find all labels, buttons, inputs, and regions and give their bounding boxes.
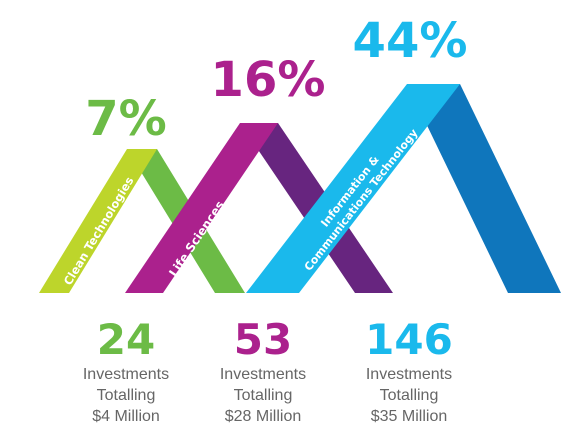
life-sciences-percent: 16%: [211, 52, 326, 108]
clean-technologies-line1: Investments: [83, 366, 169, 383]
clean-technologies-label: Clean Technologies: [61, 174, 137, 288]
mountain-ict-right-band: [407, 84, 561, 293]
ict-count: 146: [365, 315, 453, 364]
ict-total: $35 Million: [371, 408, 447, 425]
mountain-life-left-band: [125, 123, 278, 293]
clean-technologies-count: 24: [97, 315, 155, 364]
life-sciences-stats: 53 Investments Totalling $28 Million: [220, 315, 306, 425]
ict-percent: 44%: [353, 13, 468, 69]
life-sciences-line1: Investments: [220, 366, 306, 383]
clean-technologies-stats: 24 Investments Totalling $4 Million: [83, 315, 169, 425]
mountain-ict-left-band: [246, 84, 460, 293]
clean-technologies-percent: 7%: [85, 91, 167, 147]
clean-technologies-line2: Totalling: [97, 387, 156, 404]
clean-technologies-total: $4 Million: [92, 408, 160, 425]
ict-line2: Totalling: [380, 387, 439, 404]
life-sciences-count: 53: [234, 315, 292, 364]
ict-line1: Investments: [366, 366, 452, 383]
life-sciences-total: $28 Million: [225, 408, 301, 425]
mountain-clean-left-band: [39, 149, 157, 293]
life-sciences-line2: Totalling: [234, 387, 293, 404]
ict-stats: 146 Investments Totalling $35 Million: [365, 315, 453, 425]
